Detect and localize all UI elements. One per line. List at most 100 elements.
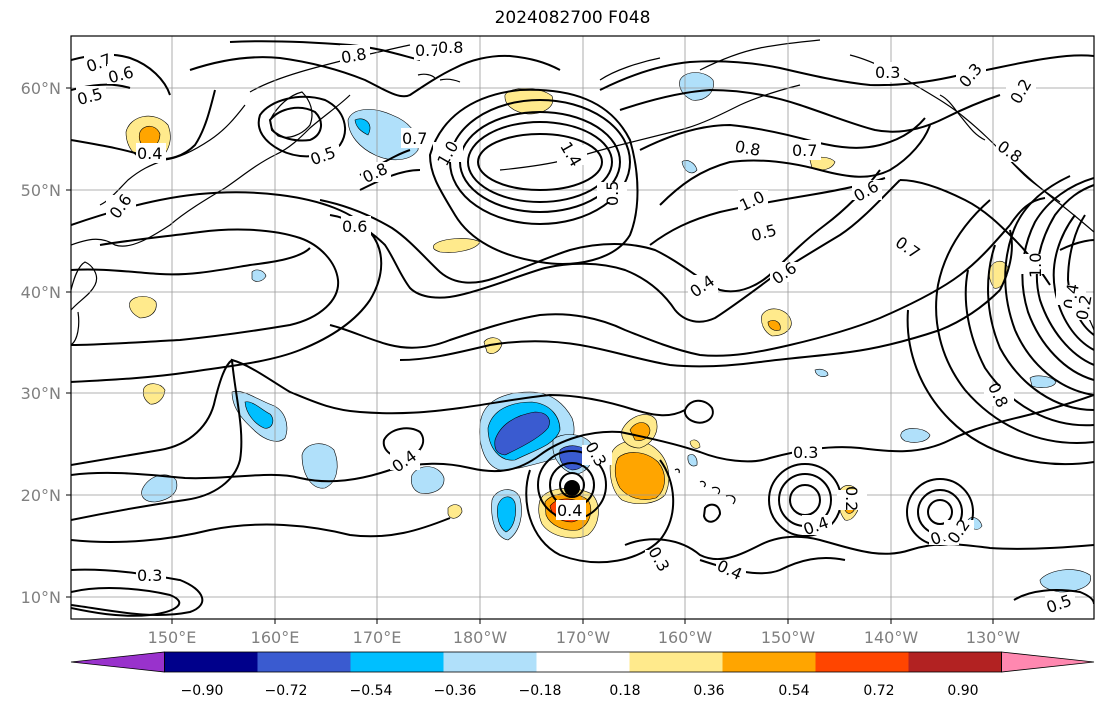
contour-label-bg <box>361 162 391 182</box>
contour-label-bg <box>996 142 1026 162</box>
colorbar-segment <box>815 652 909 672</box>
contour-label: 0.7 <box>792 141 817 160</box>
positive-patch <box>142 383 166 405</box>
contour-label: 0.2 <box>842 486 861 511</box>
contour-label-bg <box>1045 593 1075 613</box>
contour-label-bg <box>84 52 114 72</box>
contour-label-bg <box>341 216 371 236</box>
colorbar-segment <box>350 652 444 672</box>
contour-label-bg <box>852 180 882 200</box>
contour-label-bg <box>894 238 924 258</box>
lon-label: 170°E <box>353 628 402 647</box>
contour-label-bg <box>944 520 974 540</box>
colorbar-extend-high <box>1001 651 1095 673</box>
contour-label-bg <box>107 64 137 84</box>
positive-patch <box>689 439 701 449</box>
positive-patch <box>432 238 481 253</box>
contour-label-bg <box>340 45 370 65</box>
contour-label-bg <box>791 140 821 160</box>
contour-label-bg <box>414 40 444 60</box>
contour-label-bg <box>136 143 166 163</box>
colorbar-labels: −0.90 −0.72 −0.54 −0.36 −0.18 0.18 0.36 … <box>181 683 979 699</box>
lon-label: 140°W <box>864 628 919 647</box>
negative-patch <box>1039 569 1091 593</box>
lat-label: 30°N <box>21 384 61 403</box>
colorbar-segment <box>722 652 816 672</box>
contour-label-bg <box>688 275 718 295</box>
contour-label-bg <box>770 262 800 282</box>
contour-label: 0.8 <box>733 137 761 160</box>
contour-label-bg <box>738 190 768 210</box>
contour-label: 1.0 <box>1026 253 1045 278</box>
coastline-hawaii <box>674 468 736 505</box>
colorbar-tick-label: −0.18 <box>519 683 562 699</box>
colorbar-tick-label: 0.72 <box>863 683 894 699</box>
contour-label-bg <box>557 145 587 165</box>
storm-center-marker <box>564 480 580 496</box>
negative-patch <box>814 368 829 377</box>
negative-patch <box>687 454 698 467</box>
latitude-labels: 60°N 50°N 40°N 30°N 20°N 10°N <box>21 79 61 607</box>
lat-label: 40°N <box>21 283 61 302</box>
contour-label-bg <box>837 490 867 510</box>
lat-label: 60°N <box>21 79 61 98</box>
contour-label-bg <box>956 64 986 84</box>
negative-patch <box>494 411 550 456</box>
contour-label: 0.3 <box>137 566 162 585</box>
positive-patch <box>129 296 157 319</box>
colorbar-tick-label: −0.72 <box>265 683 308 699</box>
contour-label-bg <box>1006 80 1036 100</box>
contour-label: 0.8 <box>438 38 463 57</box>
contour-label: 0.5 <box>603 181 622 206</box>
positive-patch <box>767 320 781 331</box>
contour-label-bg <box>1020 254 1050 274</box>
contour-label-bg <box>556 500 586 520</box>
lon-label: 160°E <box>251 628 300 647</box>
contour-label: 0.4 <box>137 144 162 163</box>
negative-patch <box>410 466 445 494</box>
contour-label: 0.2 <box>1072 293 1095 321</box>
colorbar-tick-label: 0.90 <box>947 683 978 699</box>
colorbar <box>70 651 1095 673</box>
contour-label: 0.3 <box>875 63 900 82</box>
contour-label: 0.3 <box>793 443 818 462</box>
colorbar-tick-label: −0.90 <box>181 683 224 699</box>
axis-ticks <box>66 87 994 624</box>
contour-label-bg <box>734 138 764 158</box>
colorbar-segment <box>443 652 537 672</box>
lon-label: 170°W <box>556 628 611 647</box>
colorbar-outline <box>164 651 1002 673</box>
negative-patch <box>244 401 274 429</box>
contour-label-bg <box>716 560 746 580</box>
contour-label-bg <box>874 62 904 82</box>
colorbar-tick-label: 0.18 <box>609 683 640 699</box>
contour-label-bg <box>645 550 675 570</box>
colorbar-segment <box>908 652 1002 672</box>
negative-patch <box>1029 375 1057 388</box>
lon-label: 180°W <box>453 628 508 647</box>
positive-patch <box>614 452 665 500</box>
longitude-labels: 150°E 160°E 170°E 180°W 170°W 160°W 150°… <box>148 628 1021 647</box>
negative-patch <box>497 496 516 533</box>
lat-label: 20°N <box>21 486 61 505</box>
lat-label: 10°N <box>21 588 61 607</box>
contour-label: 0.7 <box>415 41 440 60</box>
lat-label: 50°N <box>21 181 61 200</box>
graticule <box>71 36 1094 619</box>
contour-label-bg <box>1072 300 1094 320</box>
colorbar-segment <box>629 652 723 672</box>
negative-patch <box>354 118 371 136</box>
contour-label-bg <box>792 442 822 462</box>
colorbar-segment <box>164 652 258 672</box>
negative-patch <box>900 428 931 443</box>
contour-label: 0.7 <box>402 129 427 148</box>
colorbar-tick-label: −0.36 <box>434 683 477 699</box>
colorbar-segment <box>536 652 630 672</box>
lon-label: 150°E <box>148 628 197 647</box>
colorbar-tick-label: −0.54 <box>350 683 393 699</box>
contour-label-bg <box>597 182 627 202</box>
coastlines <box>71 39 1094 505</box>
contour-label-bg <box>390 450 420 470</box>
colorbar-tick-label: 0.54 <box>778 683 809 699</box>
